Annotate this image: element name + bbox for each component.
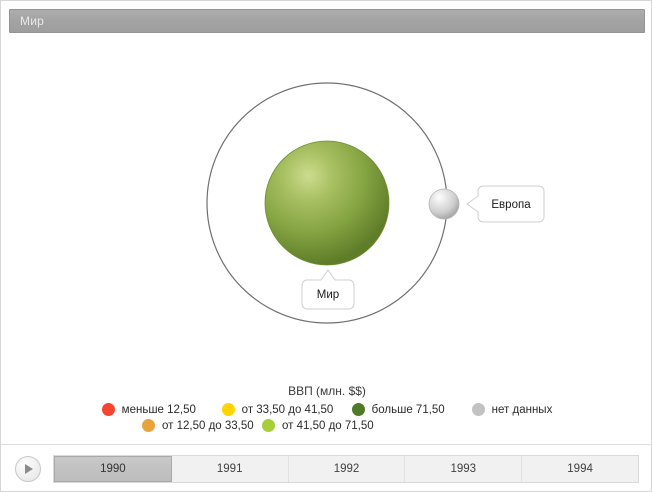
legend: ВВП (млн. $$) меньше 12,50 от 33,50 до 4… (1, 384, 651, 432)
year-cell-1991[interactable]: 1991 (171, 456, 289, 482)
legend-item-no-data[interactable]: нет данных (471, 403, 553, 416)
timeline-control: 1990 1991 1992 1993 1994 (1, 444, 651, 491)
legend-item-label: от 12,50 до 33,50 (162, 419, 254, 432)
year-label: 1990 (100, 463, 126, 475)
visualization-canvas[interactable]: Мир Европа (2, 34, 650, 444)
legend-swatch-icon (221, 403, 235, 416)
legend-item-label: нет данных (491, 403, 553, 416)
legend-swatch-icon (101, 403, 115, 416)
legend-swatch-icon (142, 419, 155, 432)
callout-world-label: Мир (317, 289, 339, 301)
year-cell-1992[interactable]: 1992 (288, 456, 406, 482)
bubble-europe[interactable] (428, 188, 460, 220)
legend-swatch-icon (471, 403, 485, 416)
year-label: 1991 (216, 463, 243, 475)
legend-item-label: больше 71,50 (371, 403, 445, 416)
legend-swatch-icon (351, 403, 365, 416)
legend-swatch-icon (262, 419, 275, 432)
legend-row: меньше 12,50 от 33,50 до 41,50 больше 71… (101, 403, 553, 416)
legend-item-range-41-71[interactable]: от 41,50 до 71,50 (262, 419, 392, 432)
callout-europe-label: Европа (491, 199, 531, 211)
window-title-bar: Мир (9, 9, 645, 33)
legend-item-label: от 41,50 до 71,50 (282, 419, 374, 432)
year-cell-1990[interactable]: 1990 (54, 456, 172, 482)
year-cell-1994[interactable]: 1994 (522, 456, 638, 482)
year-label: 1992 (333, 463, 360, 475)
legend-item-range-33-41[interactable]: от 33,50 до 41,50 (221, 403, 352, 416)
callout-europe[interactable]: Европа (466, 185, 545, 223)
year-label: 1994 (567, 463, 593, 475)
legend-item-greater-than[interactable]: больше 71,50 (351, 403, 472, 416)
legend-item-label: от 33,50 до 41,50 (241, 403, 334, 416)
callout-world[interactable]: Мир (301, 269, 355, 310)
year-cell-1993[interactable]: 1993 (405, 456, 523, 482)
legend-item-label: меньше 12,50 (121, 403, 196, 416)
legend-item-range-12-33[interactable]: от 12,50 до 33,50 (142, 419, 262, 432)
play-icon (25, 464, 33, 474)
year-label: 1993 (450, 463, 477, 475)
legend-item-less-than[interactable]: меньше 12,50 (101, 403, 222, 416)
play-button[interactable] (15, 456, 41, 482)
legend-row: от 12,50 до 33,50 от 41,50 до 71,50 (142, 419, 512, 432)
legend-title: ВВП (млн. $$) (288, 384, 366, 398)
bubble-world[interactable] (264, 140, 390, 266)
year-track[interactable]: 1990 1991 1992 1993 1994 (53, 455, 639, 483)
page-title: Мир (20, 14, 44, 28)
